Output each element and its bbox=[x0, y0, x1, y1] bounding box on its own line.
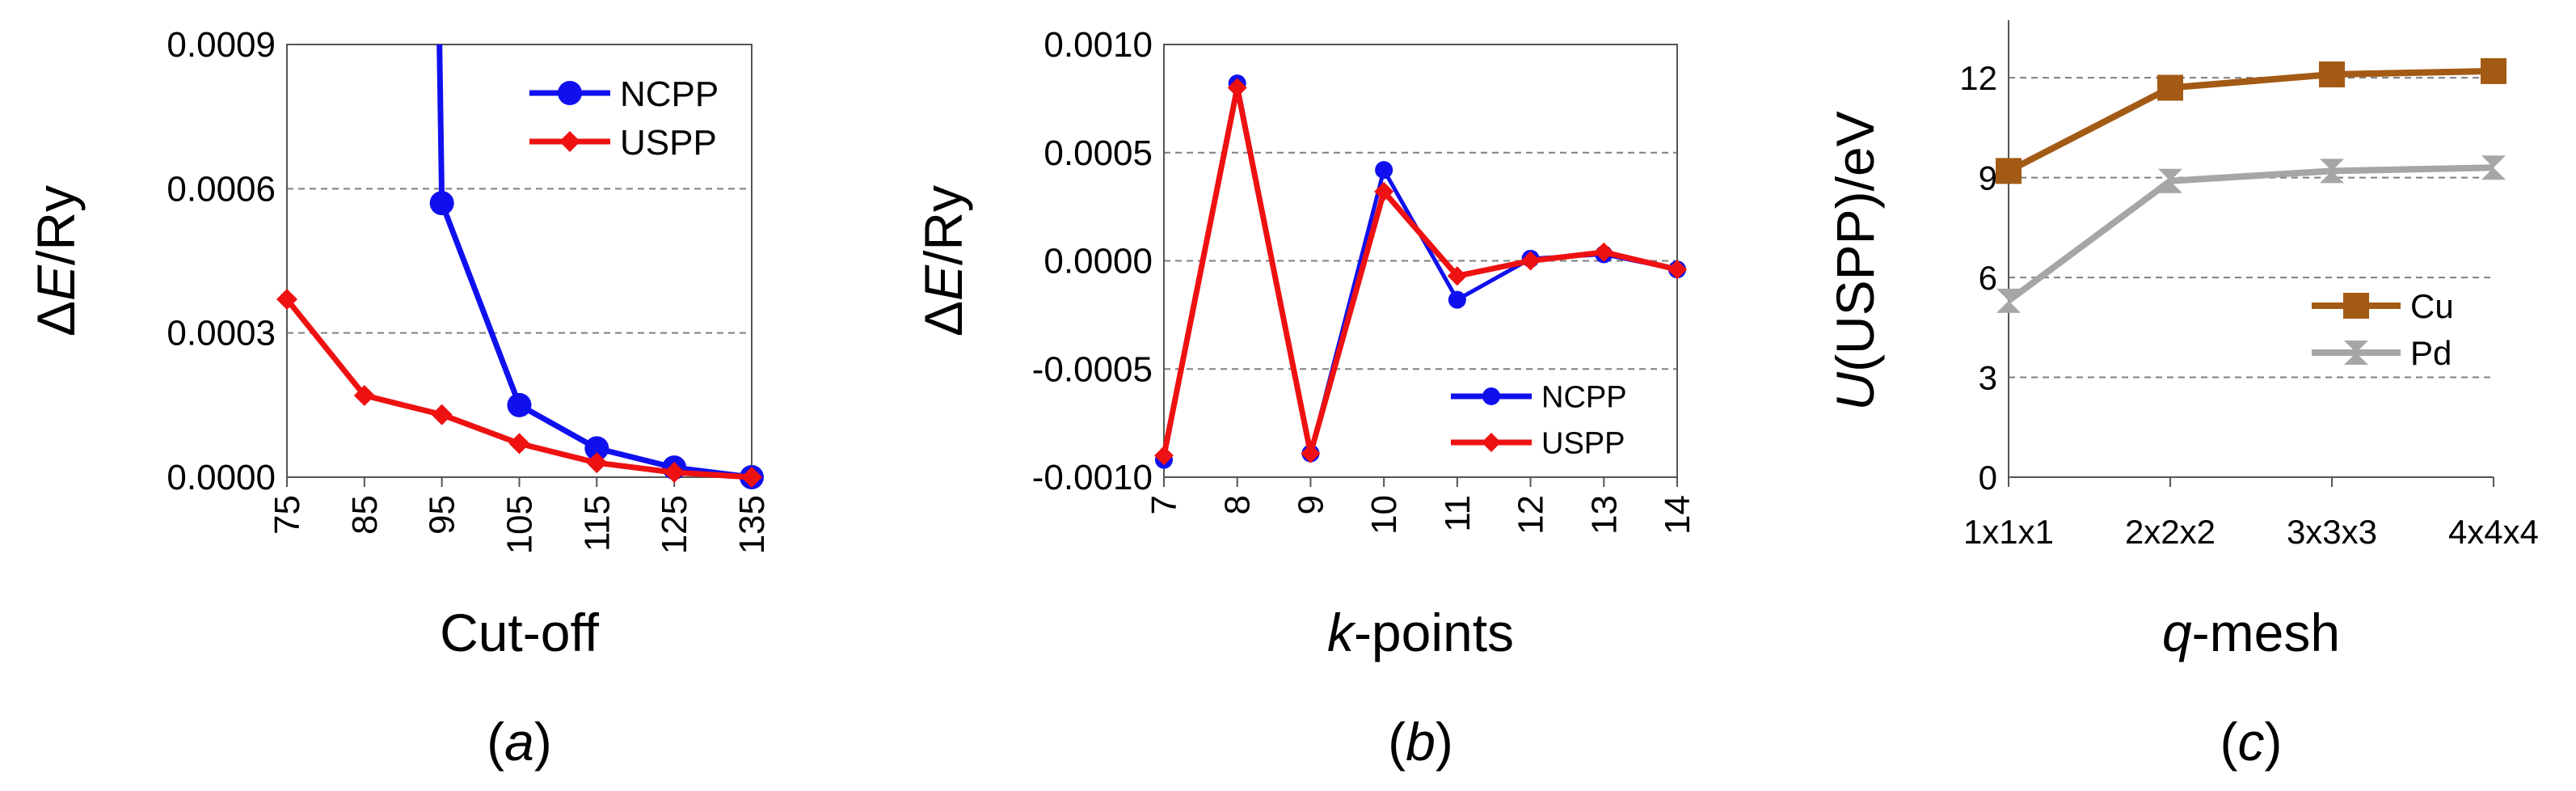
y-tick-label: 0.0009 bbox=[167, 25, 276, 65]
data-point-ncpp bbox=[1448, 290, 1466, 309]
x-tick-label: 125 bbox=[655, 495, 694, 554]
x-tick-label: 115 bbox=[577, 495, 617, 552]
data-point-uspp bbox=[664, 462, 685, 484]
data-point-uspp bbox=[1301, 443, 1321, 463]
data-point-ncpp bbox=[429, 191, 454, 216]
x-tick-label: 85 bbox=[345, 495, 385, 535]
data-point-ncpp bbox=[507, 392, 532, 417]
legend-marker-uspp bbox=[559, 131, 580, 152]
series-line-ncpp bbox=[436, 44, 753, 480]
series-line-uspp bbox=[1161, 85, 1678, 457]
y-axis-title: U(USPP)/eV bbox=[1825, 111, 1885, 410]
data-point-uspp bbox=[1154, 446, 1174, 466]
data-point-cu bbox=[2481, 57, 2506, 84]
legend-marker-uspp bbox=[1482, 433, 1501, 452]
legend-label: USPP bbox=[620, 123, 717, 163]
data-point-pd bbox=[2158, 168, 2182, 193]
x-tick-label: 3x3x3 bbox=[2287, 513, 2377, 551]
y-axis-title: ΔE/Ry bbox=[913, 185, 973, 336]
x-tick-label: 8 bbox=[1218, 495, 1258, 514]
y-tick-label: -0.0005 bbox=[1032, 349, 1153, 389]
legend-label: NCPP bbox=[620, 74, 719, 114]
y-axis-title: ΔE/Ry bbox=[26, 185, 86, 336]
legend-label: Pd bbox=[2410, 334, 2452, 372]
data-point-uspp bbox=[276, 289, 297, 311]
panel-label: (a) bbox=[487, 712, 552, 772]
data-point-uspp bbox=[1520, 251, 1541, 271]
data-point-pd bbox=[2320, 159, 2344, 184]
data-point-uspp bbox=[508, 433, 530, 455]
data-point-uspp bbox=[1227, 78, 1247, 98]
y-tick-label: 0.0006 bbox=[167, 169, 276, 209]
data-point-uspp bbox=[1447, 266, 1467, 286]
data-point-cu bbox=[2157, 74, 2183, 101]
legend-label: USPP bbox=[1541, 427, 1625, 461]
legend-marker-cu bbox=[2343, 293, 2369, 319]
x-tick-label: 105 bbox=[500, 495, 540, 554]
panel-label: (c) bbox=[2220, 712, 2283, 772]
x-axis-title: Cut-off bbox=[440, 603, 600, 662]
legend: NCPP USPP bbox=[1451, 381, 1627, 461]
data-point-uspp bbox=[1374, 181, 1394, 201]
data-point-pd bbox=[2481, 155, 2506, 180]
data-point-uspp bbox=[1594, 242, 1614, 262]
data-point-pd bbox=[1996, 288, 2021, 313]
y-tick-label: 0.0000 bbox=[167, 458, 276, 497]
y-tick-label: 0.0010 bbox=[1043, 25, 1153, 65]
y-tick-label: -0.0010 bbox=[1032, 458, 1153, 497]
chart-panel-2: -0.0010 -0.0005 0.0000 0.0005 0.0010 7 8 9 10 11 1… bbox=[913, 25, 1697, 772]
data-point-uspp bbox=[741, 467, 762, 488]
legend-label: NCPP bbox=[1541, 381, 1627, 415]
series-line-cu bbox=[2007, 67, 2494, 174]
x-tick-label: 135 bbox=[732, 495, 772, 554]
legend: Cu Pd bbox=[2312, 287, 2454, 372]
legend-marker-ncpp bbox=[1482, 387, 1500, 405]
data-point-ncpp bbox=[1375, 161, 1393, 180]
y-tick-label: 3 bbox=[1979, 359, 1997, 397]
x-tick-label: 2x2x2 bbox=[2125, 513, 2216, 551]
x-tick-label: 9 bbox=[1291, 495, 1330, 514]
x-tick-label: 14 bbox=[1658, 495, 1697, 535]
y-tick-label: 0 bbox=[1979, 459, 1997, 497]
data-point-cu bbox=[1996, 158, 2022, 184]
x-axis-title: k-points bbox=[1327, 603, 1514, 662]
y-tick-label: 0.0003 bbox=[167, 314, 276, 353]
x-tick-label: 1x1x1 bbox=[1963, 513, 2054, 551]
x-tick-label: 75 bbox=[268, 495, 307, 535]
panel-label: (b) bbox=[1388, 712, 1453, 772]
series-line-pd bbox=[2006, 164, 2494, 304]
x-tick-label: 11 bbox=[1438, 495, 1478, 532]
y-tick-label: 6 bbox=[1979, 259, 1997, 297]
y-tick-label: 0.0000 bbox=[1043, 242, 1153, 281]
data-point-cu bbox=[2319, 61, 2345, 88]
data-point-uspp bbox=[431, 404, 453, 425]
x-tick-label: 10 bbox=[1364, 495, 1404, 535]
legend-marker-pd bbox=[2344, 341, 2368, 365]
data-point-ncpp bbox=[584, 436, 609, 461]
x-axis-title: q-mesh bbox=[2162, 603, 2340, 662]
x-tick-label: 4x4x4 bbox=[2448, 513, 2539, 551]
legend: NCPP USPP bbox=[529, 74, 719, 163]
legend-label: Cu bbox=[2410, 287, 2454, 325]
data-point-uspp bbox=[1667, 260, 1687, 280]
chart-panel-3: 0 3 6 9 12 1x1x1 2x2x2 3x3x3 4x4x4 Cu Pd q-mesh U(US… bbox=[1825, 20, 2539, 772]
legend-marker-ncpp bbox=[558, 81, 582, 105]
data-point-uspp bbox=[353, 384, 375, 406]
chart-panel-1: 0.0000 0.0003 0.0006 0.0009 75 85 95 105 115 125 1… bbox=[26, 25, 772, 772]
x-tick-label: 95 bbox=[423, 495, 462, 535]
y-tick-label: 12 bbox=[1959, 59, 1997, 97]
y-tick-label: 0.0005 bbox=[1043, 133, 1153, 173]
data-point-uspp bbox=[586, 452, 608, 474]
x-tick-label: 12 bbox=[1511, 495, 1551, 535]
x-tick-label: 7 bbox=[1145, 495, 1184, 514]
y-tick-label: 9 bbox=[1979, 159, 1997, 197]
x-tick-label: 13 bbox=[1584, 495, 1624, 535]
